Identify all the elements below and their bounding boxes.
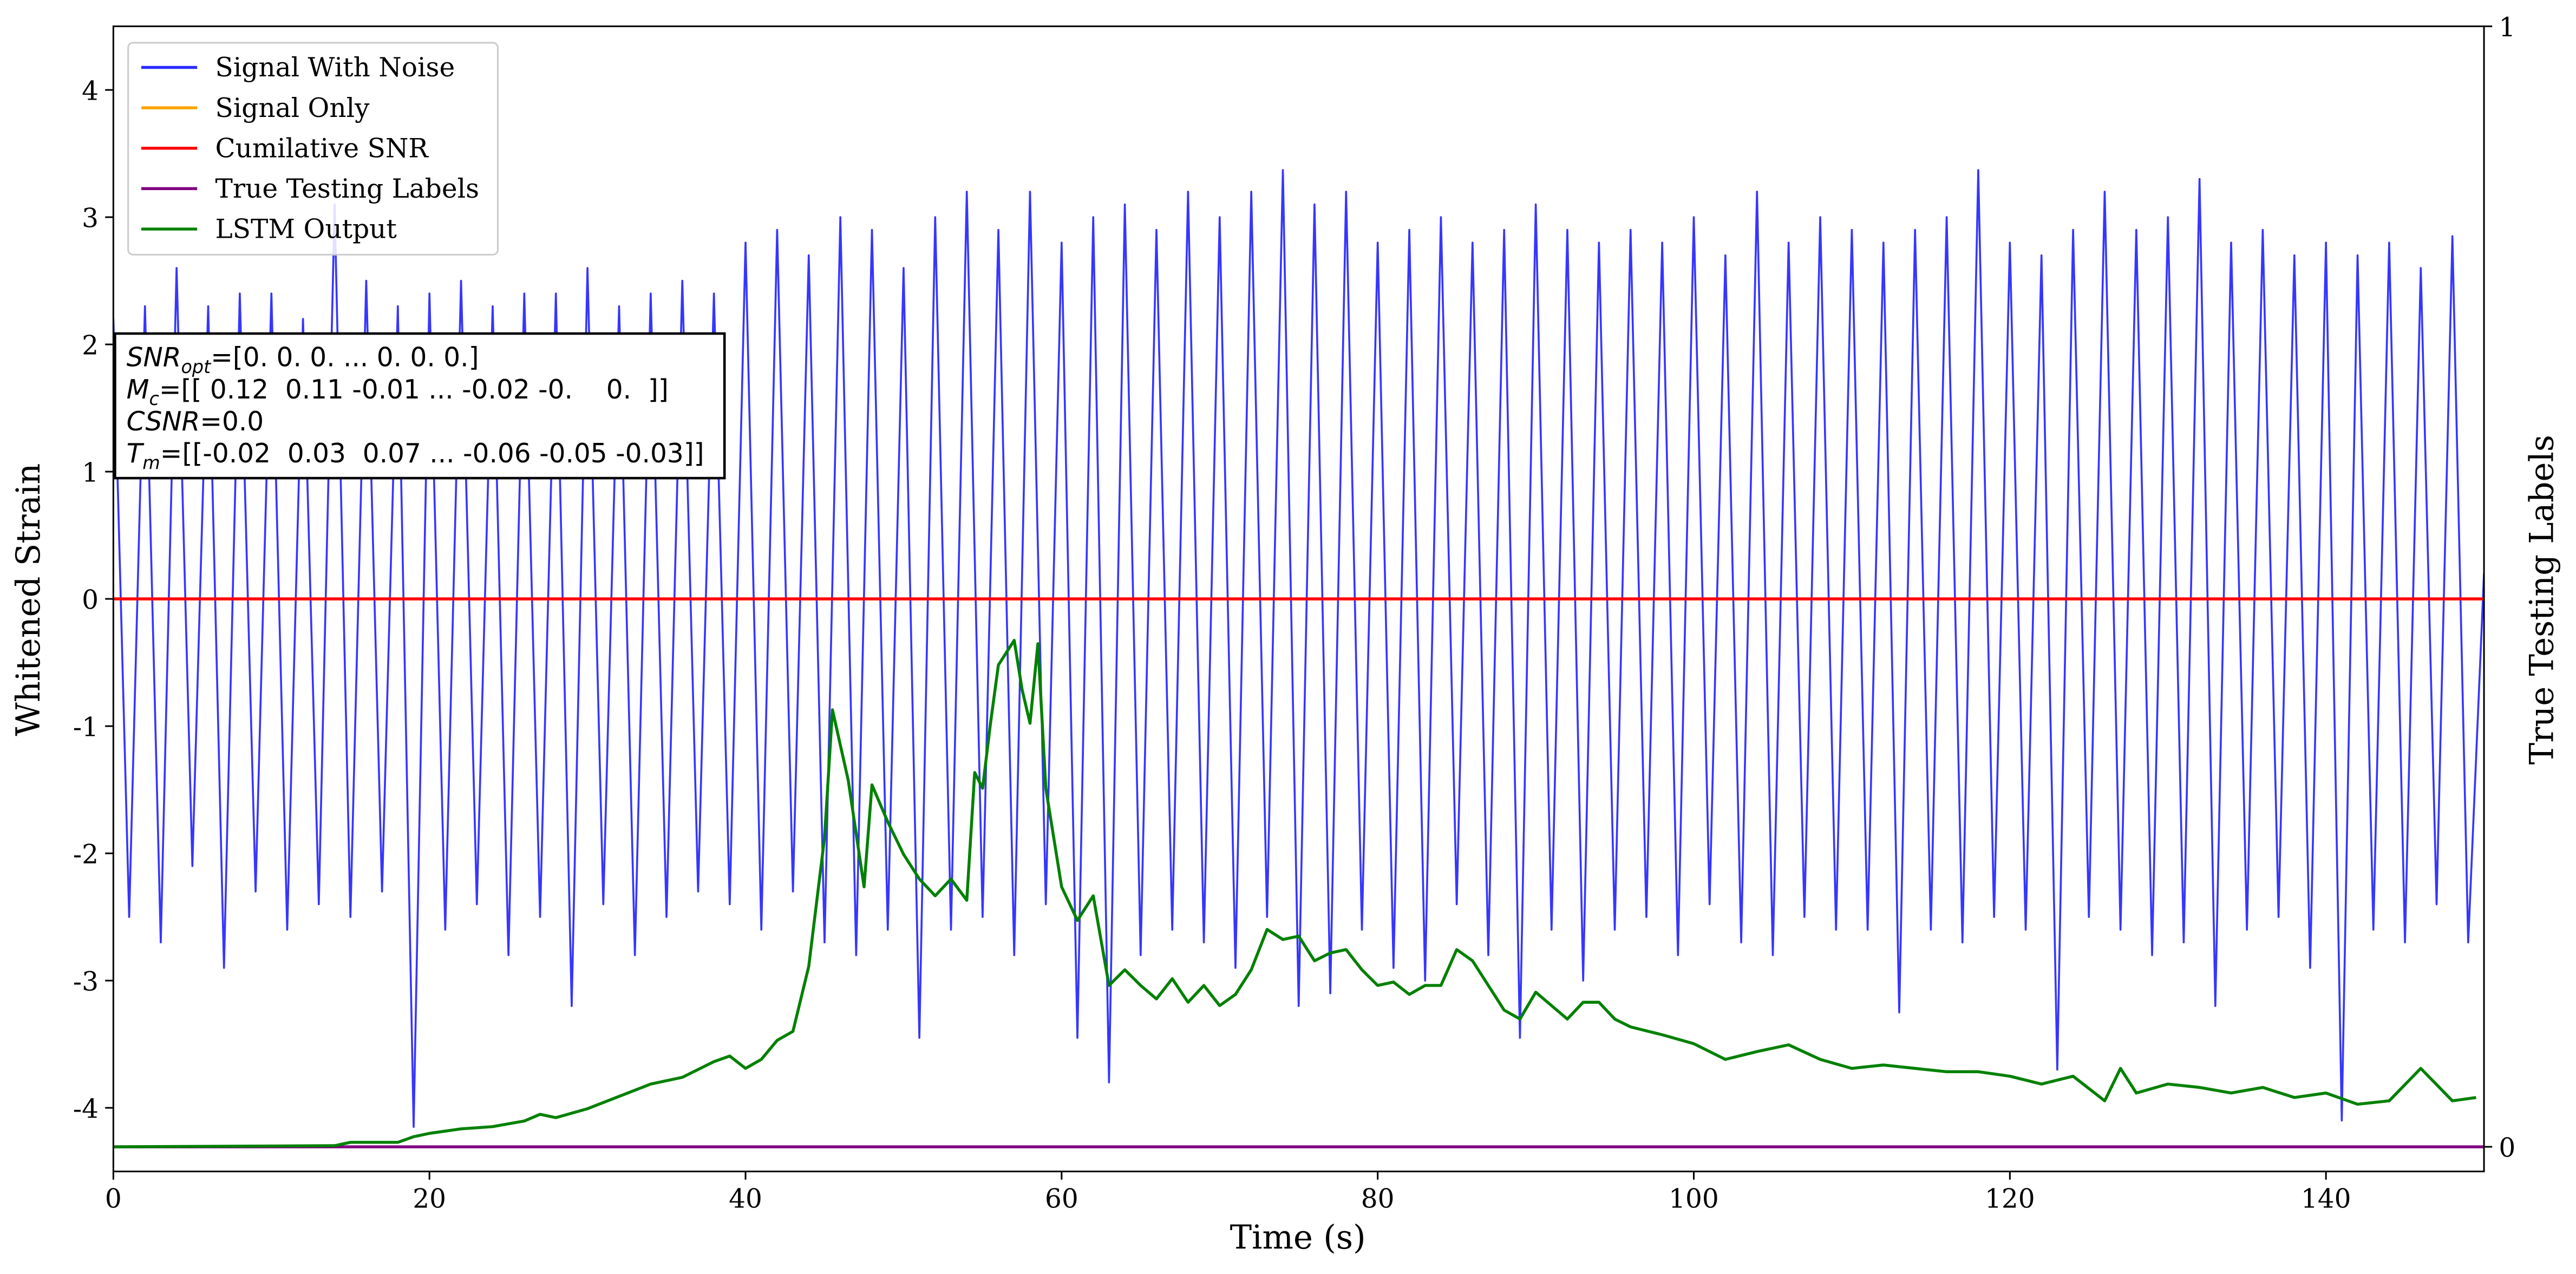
annotation-subscript: opt — [181, 356, 212, 377]
annotation-subscript: c — [149, 388, 159, 409]
legend-label: True Testing Labels — [215, 174, 480, 204]
y-tick-label: -1 — [73, 712, 99, 742]
series-line — [113, 169, 2485, 1128]
plot-area — [113, 169, 2485, 1148]
annotation-math: SNR — [127, 343, 181, 373]
legend-box — [127, 42, 499, 256]
x-tick-label: 140 — [2301, 1184, 2351, 1214]
y-tick-label: 0 — [82, 585, 99, 615]
y-tick-label: 4 — [82, 76, 99, 106]
y2-tick-label: 1 — [2499, 12, 2515, 43]
y-axis-label: Whitened Strain — [10, 463, 48, 736]
x-tick-label: 40 — [729, 1184, 762, 1214]
y-tick-label: -3 — [73, 966, 99, 997]
annotation-text: =[[-0.02 0.03 0.07 ... -0.06 -0.05 -0.03… — [160, 439, 704, 469]
annotation-box — [114, 332, 726, 480]
legend-label: Signal Only — [215, 93, 370, 123]
annotation-text: =[0. 0. 0. ... 0. 0. 0.] — [211, 343, 479, 373]
legend-label: Signal With Noise — [215, 53, 455, 83]
annotation-text: =0.0 — [200, 407, 264, 437]
y-tick-label: 2 — [82, 330, 99, 361]
annotation-line: Mc=[[ 0.12 0.11 -0.01 ... -0.02 -0. 0. ]… — [127, 375, 669, 409]
x-tick-label: 20 — [413, 1184, 446, 1214]
y2-axis-label: True Testing Labels — [2523, 435, 2561, 765]
y-tick-label: 3 — [82, 203, 99, 233]
x-tick-label: 100 — [1669, 1184, 1719, 1214]
annotation-math: M — [127, 375, 149, 405]
x-axis-label: Time (s) — [1230, 1219, 1366, 1257]
y-tick-label: -2 — [73, 839, 99, 870]
annotation-subscript: m — [142, 452, 160, 473]
x-tick-label: 80 — [1361, 1184, 1395, 1214]
series-line — [113, 638, 2476, 1148]
annotation-line: Tm=[[-0.02 0.03 0.07 ... -0.06 -0.05 -0.… — [127, 439, 704, 473]
y-tick-label: 1 — [82, 458, 99, 488]
annotation-math: CSNR — [127, 407, 200, 437]
legend-label: LSTM Output — [215, 214, 397, 245]
x-tick-label: 60 — [1045, 1184, 1078, 1214]
x-tick-label: 0 — [105, 1184, 122, 1214]
annotation-text: =[[ 0.12 0.11 -0.01 ... -0.02 -0. 0. ]] — [159, 375, 669, 405]
legend-label: Cumilative SNR — [215, 133, 429, 164]
annotation-math: T — [127, 439, 145, 469]
y-tick-label: -4 — [73, 1094, 99, 1124]
x-tick-label: 120 — [1985, 1184, 2035, 1214]
legend: Signal With Noise Signal Only Cumilative S… — [127, 42, 499, 256]
annotation-line: SNRopt=[0. 0. 0. ... 0. 0. 0.] — [127, 343, 479, 377]
annotation-line: CSNR=0.0 — [127, 407, 264, 437]
y2-tick-label: 0 — [2499, 1133, 2515, 1163]
annotation: SNRopt=[0. 0. 0. ... 0. 0. 0.]Mc=[[ 0.12… — [114, 332, 726, 480]
